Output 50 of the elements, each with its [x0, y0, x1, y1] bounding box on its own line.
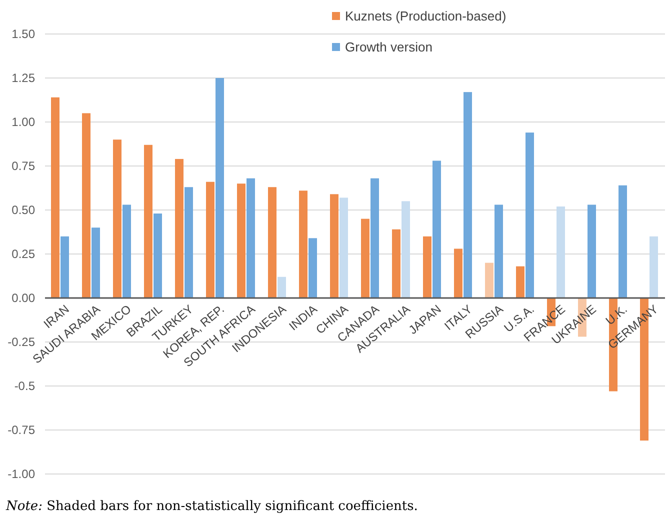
legend-label: Kuznets (Production-based) — [345, 8, 506, 24]
bar — [454, 248, 462, 298]
bar — [144, 144, 152, 298]
bar — [464, 92, 472, 298]
text: Note: Shaded bars for non-statistically significant coefficients. — [5, 499, 418, 514]
bar — [650, 236, 658, 298]
bar — [516, 266, 524, 298]
y-tick-label: 0.50 — [12, 203, 36, 218]
bar — [82, 113, 90, 298]
bar — [423, 236, 432, 298]
bar — [278, 276, 286, 298]
bar — [588, 204, 596, 298]
y-tick-label: -0.5 — [14, 379, 36, 394]
bar — [432, 160, 441, 298]
bar — [370, 178, 379, 298]
bar — [392, 229, 400, 298]
bar — [154, 214, 162, 298]
bar — [485, 262, 494, 298]
bar — [556, 206, 565, 298]
bar — [122, 204, 131, 298]
bar — [268, 187, 276, 298]
bar — [330, 194, 338, 298]
y-tick-label: -0.75 — [8, 423, 36, 438]
bar — [184, 187, 193, 298]
y-tick-label: 0.25 — [12, 247, 36, 262]
bar — [206, 182, 214, 298]
bar — [494, 204, 503, 298]
legend-label: Growth version — [345, 40, 432, 55]
bar — [308, 238, 317, 298]
y-tick-label: 1.00 — [12, 115, 36, 130]
bar — [92, 228, 100, 298]
bar — [340, 198, 348, 298]
bar — [175, 158, 184, 298]
y-tick-label: -1.00 — [8, 467, 36, 482]
bar — [526, 132, 534, 298]
bar — [361, 218, 370, 298]
bar — [246, 178, 255, 298]
y-tick-label: 1.25 — [12, 71, 36, 86]
bar — [51, 97, 60, 298]
bar — [60, 236, 69, 298]
bar — [216, 78, 224, 298]
bar — [402, 201, 410, 298]
y-tick-label: 1.50 — [12, 27, 36, 42]
y-tick-label: 0.75 — [12, 159, 36, 174]
y-tick-label: -0.25 — [8, 335, 36, 350]
y-tick-label: 0.00 — [12, 291, 36, 306]
bar — [618, 185, 627, 298]
bar — [299, 190, 308, 298]
bar — [113, 140, 122, 298]
bar — [237, 184, 246, 298]
